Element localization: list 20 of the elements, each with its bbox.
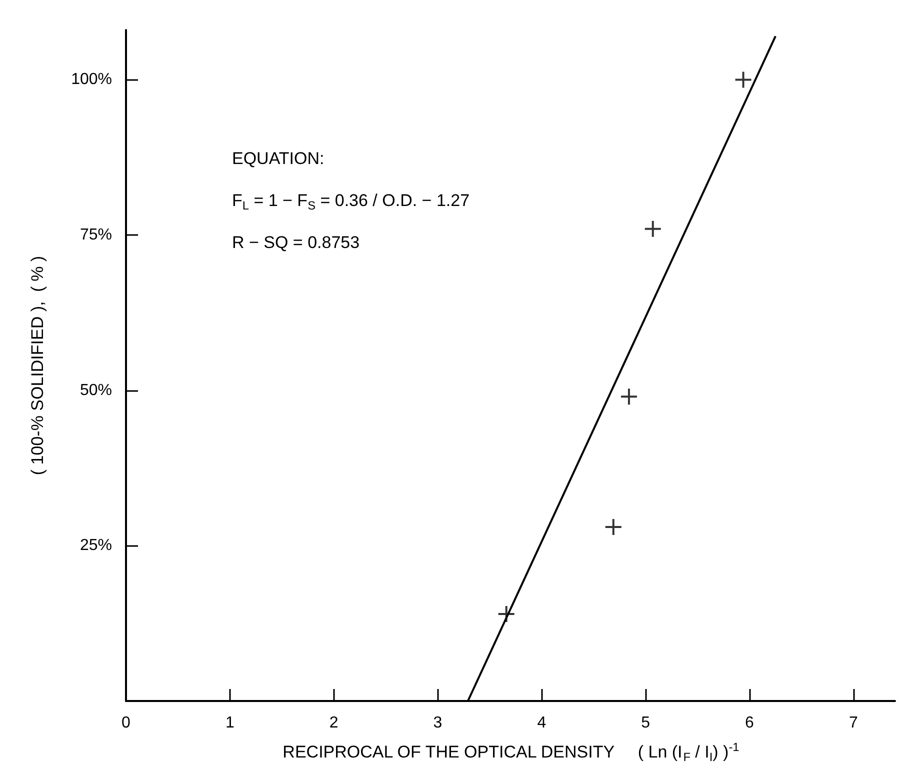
x-tick-label: 2 <box>329 714 338 732</box>
y-tick-label: 100% <box>71 71 112 88</box>
x-tick-label: 7 <box>848 714 858 732</box>
point <box>644 220 662 238</box>
point <box>497 605 516 624</box>
annotation: EQUATION: <box>232 149 324 168</box>
y-axis-title: ( 100-% SOLIDIFIED ), ( % ) <box>28 256 47 476</box>
point <box>604 518 622 536</box>
x-tick-label: 6 <box>745 714 754 732</box>
y-tick-label: 50% <box>80 382 112 399</box>
x-tick-label: 1 <box>225 714 234 732</box>
annotation: R − SQ = 0.8753 <box>232 233 360 252</box>
x-tick-label: 3 <box>433 714 442 732</box>
x-tick-label: 0 <box>122 714 131 732</box>
y-tick-label: 75% <box>80 226 112 244</box>
y-tick-label: 25% <box>80 537 112 554</box>
point <box>620 388 638 406</box>
x-tick-label: 5 <box>641 714 650 732</box>
point <box>734 70 752 89</box>
x-tick-label: 4 <box>537 714 546 732</box>
